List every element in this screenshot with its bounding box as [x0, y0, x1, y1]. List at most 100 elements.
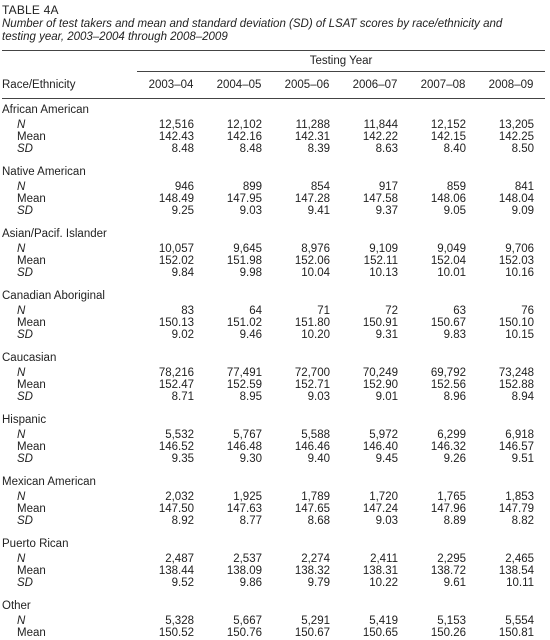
cell-value: 8,976 — [301, 243, 330, 255]
cell-value: 9.98 — [239, 267, 262, 279]
cell-value: 150.10 — [498, 317, 535, 329]
cell-value: 2,537 — [233, 553, 262, 565]
cell-value: 78,216 — [158, 367, 194, 379]
stat-label: Mean — [17, 131, 46, 143]
cell-value: 8.82 — [511, 515, 535, 527]
group-name: Caucasian — [2, 352, 57, 364]
stat-row: SD 9.35 9.30 9.40 9.45 9.26 9.51 — [2, 453, 545, 471]
cell-value: 1,765 — [437, 491, 466, 503]
stat-label: N — [17, 119, 26, 131]
cell-value: 72 — [385, 305, 398, 317]
cell-value: 5,419 — [369, 615, 398, 627]
year-header: 2008–09 — [477, 71, 546, 99]
cell-value: 5,554 — [505, 615, 535, 627]
cell-value: 152.56 — [430, 379, 466, 391]
year-header: 2004–05 — [205, 71, 273, 99]
cell-value: 64 — [249, 305, 262, 317]
stat-label: Mean — [17, 193, 46, 205]
stat-label: SD — [17, 143, 33, 155]
cell-value: 8.50 — [511, 143, 535, 155]
cell-value: 6,299 — [437, 429, 466, 441]
cell-value: 9,049 — [437, 243, 466, 255]
cell-value: 854 — [310, 181, 330, 193]
cell-value: 9.40 — [307, 453, 330, 465]
group-row: Other — [2, 595, 545, 612]
cell-value: 150.91 — [362, 317, 398, 329]
cell-value: 11,844 — [363, 119, 398, 131]
cell-value: 9,645 — [233, 243, 262, 255]
cell-value: 138.31 — [362, 565, 398, 577]
cell-value: 5,767 — [233, 429, 262, 441]
year-header: 2006–07 — [341, 71, 409, 99]
group-name: Puerto Rican — [2, 538, 69, 550]
stat-row: N 946 899 854 917 859 841 — [2, 178, 545, 193]
stat-label: N — [17, 615, 26, 627]
stat-label: SD — [17, 267, 33, 279]
stat-label: SD — [17, 515, 33, 527]
year-header: 2003–04 — [137, 71, 205, 99]
cell-value: 147.95 — [226, 193, 262, 205]
cell-value: 2,032 — [165, 491, 194, 503]
cell-value: 146.40 — [362, 441, 398, 453]
stat-row: SD 8.71 8.95 9.03 9.01 8.96 8.94 — [2, 391, 545, 409]
cell-value: 151.98 — [226, 255, 262, 267]
cell-value: 152.47 — [158, 379, 194, 391]
cell-value: 146.46 — [294, 441, 330, 453]
cell-value: 146.48 — [226, 441, 262, 453]
cell-value: 9.52 — [171, 577, 194, 589]
stat-label: Mean — [17, 379, 46, 391]
stat-label: N — [17, 367, 26, 379]
cell-value: 9.79 — [307, 577, 330, 589]
stat-row: N 83 64 71 72 63 76 — [2, 302, 545, 317]
stat-row: N 5,328 5,667 5,291 5,419 5,153 5,554 — [2, 612, 545, 627]
cell-value: 1,720 — [369, 491, 398, 503]
cell-value: 73,248 — [498, 367, 535, 379]
cell-value: 9.86 — [239, 577, 262, 589]
stat-row: SD 9.02 9.46 10.20 9.31 9.83 10.15 — [2, 329, 545, 347]
cell-value: 9.84 — [171, 267, 194, 279]
stat-label: N — [17, 305, 26, 317]
cell-value: 9.09 — [511, 205, 535, 217]
cell-value: 859 — [446, 181, 466, 193]
stat-row: Mean 152.02 151.98 152.06 152.11 152.04 152.03 — [2, 255, 545, 267]
header-row: Testing Year — [2, 50, 546, 72]
cell-value: 150.52 — [158, 627, 194, 639]
cell-value: 146.32 — [430, 441, 466, 453]
cell-value: 138.72 — [430, 565, 466, 577]
cell-value: 148.06 — [430, 193, 466, 205]
data-table: Testing Year Race/Ethnicity 2003–04 2004–… — [2, 50, 546, 639]
stat-label: Mean — [17, 503, 46, 515]
cell-value: 142.43 — [158, 131, 194, 143]
cell-value: 72,700 — [294, 367, 330, 379]
cell-value: 1,925 — [233, 491, 262, 503]
cell-value: 5,532 — [165, 429, 194, 441]
cell-value: 10.13 — [369, 267, 398, 279]
stat-label: N — [17, 243, 26, 255]
header-group: Testing Year — [137, 50, 546, 72]
group-name: Native American — [2, 166, 86, 178]
stat-row: Mean 150.52 150.76 150.67 150.65 150.26 150.81 — [2, 627, 545, 639]
cell-value: 147.96 — [430, 503, 466, 515]
cell-value: 1,853 — [505, 491, 535, 503]
cell-value: 152.03 — [498, 255, 535, 267]
cell-value: 12,516 — [158, 119, 194, 131]
stat-row: Mean 146.52 146.48 146.46 146.40 146.32 146.57 — [2, 441, 545, 453]
cell-value: 142.16 — [226, 131, 262, 143]
header-blank — [2, 51, 137, 72]
stat-label: N — [17, 491, 26, 503]
cell-value: 83 — [181, 305, 194, 317]
cell-value: 150.65 — [362, 627, 398, 639]
cell-value: 9.05 — [443, 205, 466, 217]
cell-value: 69,792 — [430, 367, 466, 379]
group-row: Mexican American — [2, 471, 545, 488]
cell-value: 5,588 — [301, 429, 330, 441]
cell-value: 9.46 — [239, 329, 262, 341]
cell-value: 9.83 — [443, 329, 466, 341]
cell-value: 9.41 — [307, 205, 330, 217]
cell-value: 8.48 — [239, 143, 262, 155]
cell-value: 147.24 — [362, 503, 398, 515]
stat-label: SD — [17, 205, 33, 217]
stat-row: Mean 148.49 147.95 147.28 147.58 148.06 148.04 — [2, 193, 545, 205]
cell-value: 9.45 — [375, 453, 398, 465]
stat-row: SD 9.84 9.98 10.04 10.13 10.01 10.16 — [2, 267, 545, 285]
